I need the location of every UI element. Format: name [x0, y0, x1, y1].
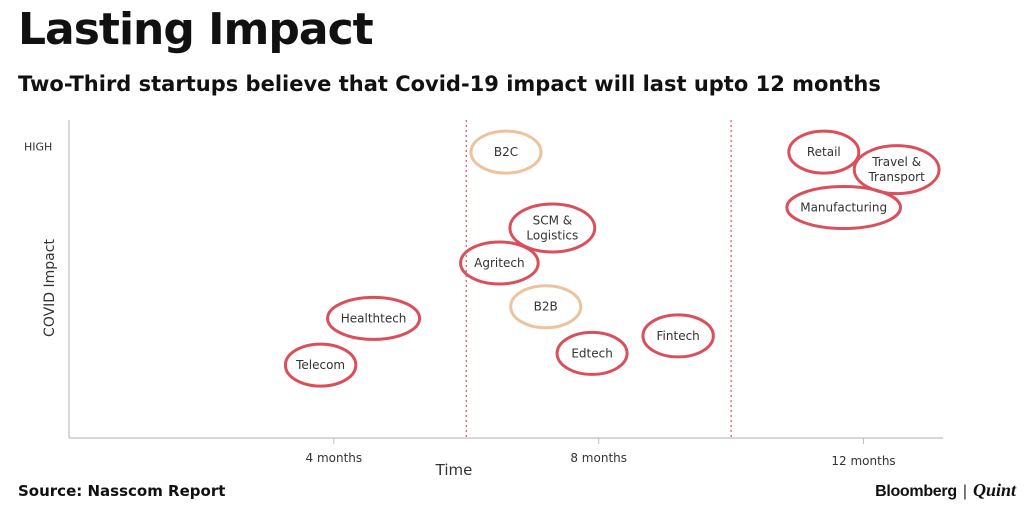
bubble-label: Edtech: [571, 346, 613, 360]
x-tick-label: 4 months: [306, 451, 363, 465]
bubble-label: B2B: [534, 300, 558, 314]
brand-quint: Quint: [972, 480, 1016, 500]
bubble-label: Healthtech: [341, 311, 407, 325]
bubble-scm-logistics: [508, 202, 597, 254]
bubble-b2b: [509, 284, 583, 330]
bubble-telecom: [283, 342, 358, 388]
x-tick-label: 12 months: [831, 454, 895, 468]
bubble-agritech: [459, 240, 540, 286]
brand-bloomberg: Bloomberg: [875, 483, 957, 500]
bubble-label: B2C: [494, 145, 518, 159]
x-tick-label: 8 months: [570, 451, 627, 465]
bubble-label: Agritech: [474, 256, 524, 270]
bubble-label: Telecom: [295, 358, 345, 372]
bubble-b2c: [469, 129, 543, 175]
bubble-fintech: [641, 313, 715, 359]
publisher-brand: Bloomberg | Quint: [875, 480, 1016, 501]
bubble-label: SCM & Logistics: [526, 213, 578, 242]
bubble-label: Travel & Transport: [867, 155, 925, 184]
bubble-travel-transport: [852, 144, 941, 196]
source-note: Source: Nasscom Report: [18, 482, 226, 500]
brand-separator: |: [962, 483, 967, 500]
bubble-retail: [787, 129, 861, 175]
y-axis-label: COVID Impact: [42, 239, 58, 337]
x-axis-label: Time: [435, 461, 473, 479]
bubble-manufacturing: [785, 185, 902, 231]
chart-title: Lasting Impact: [18, 4, 374, 55]
y-tick-label: HIGH: [24, 140, 52, 153]
bubble-edtech: [555, 330, 629, 376]
bubble-label: Retail: [807, 145, 841, 159]
chart-subtitle: Two-Third startups believe that Covid-19…: [18, 72, 881, 96]
bubble-label: Manufacturing: [800, 201, 887, 215]
bubble-label: Fintech: [657, 329, 700, 343]
bubble-healthtech: [326, 295, 422, 341]
